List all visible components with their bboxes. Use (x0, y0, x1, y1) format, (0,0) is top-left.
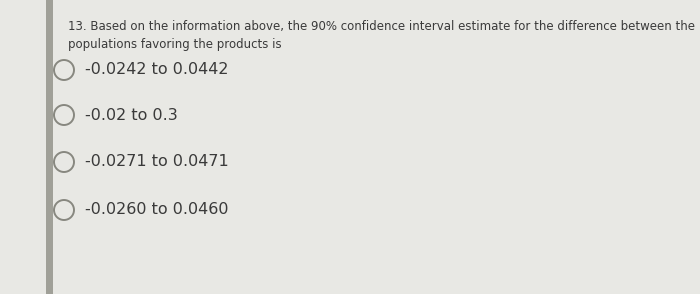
Text: -0.0271 to 0.0471: -0.0271 to 0.0471 (85, 155, 229, 170)
Text: -0.02 to 0.3: -0.02 to 0.3 (85, 108, 178, 123)
Bar (46, 0, 53, 294)
Text: 13. Based on the information above, the 90% confidence interval estimate for the: 13. Based on the information above, the … (68, 20, 695, 33)
Text: -0.0260 to 0.0460: -0.0260 to 0.0460 (85, 203, 228, 218)
Text: populations favoring the products is: populations favoring the products is (68, 38, 281, 51)
Text: -0.0242 to 0.0442: -0.0242 to 0.0442 (85, 63, 228, 78)
